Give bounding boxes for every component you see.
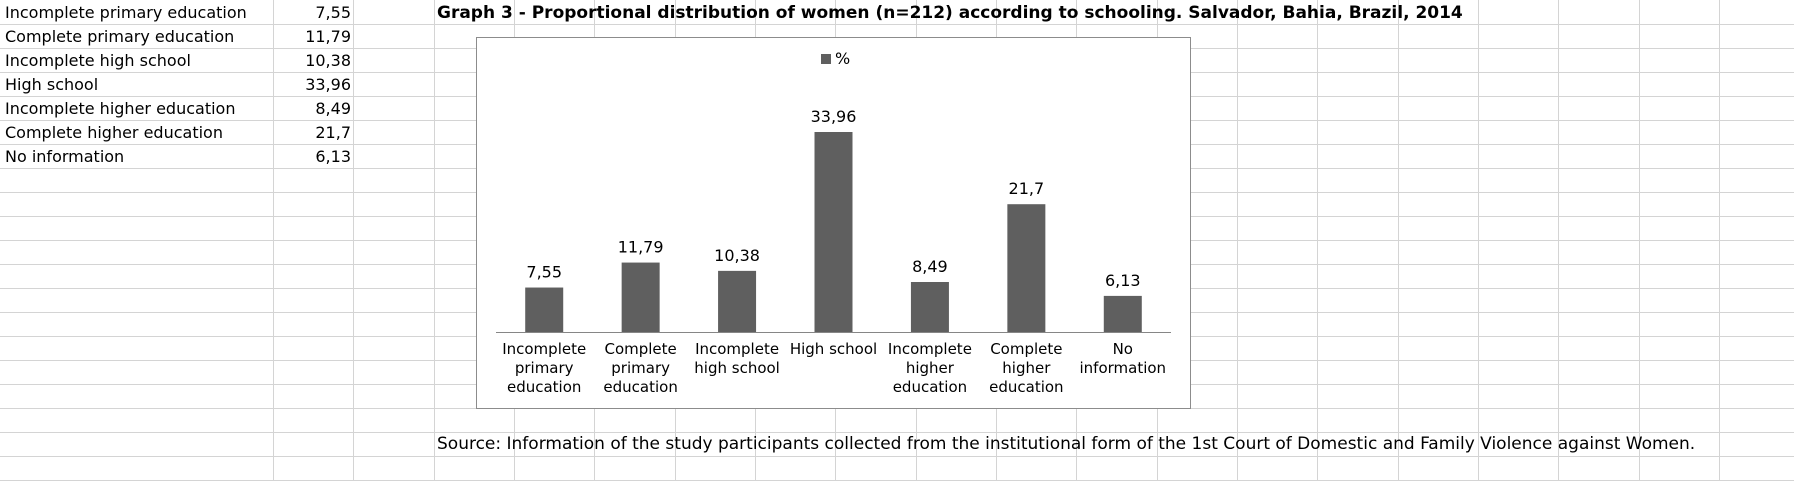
bar xyxy=(1103,295,1142,332)
bar xyxy=(718,270,757,332)
table-row-value[interactable]: 21,7 xyxy=(315,123,351,142)
x-tick-label: primary xyxy=(611,359,670,377)
data-label: 10,38 xyxy=(714,246,760,265)
x-tick-label: High school xyxy=(790,340,877,358)
x-tick-label: Incomplete xyxy=(888,340,972,358)
chart-title: Graph 3 - Proportional distribution of w… xyxy=(437,3,1463,23)
table-row-value[interactable]: 33,96 xyxy=(305,75,351,94)
table-row-value[interactable]: 10,38 xyxy=(305,51,351,70)
x-tick-label: Incomplete xyxy=(695,340,779,358)
x-tick-label: primary xyxy=(515,359,574,377)
bar-chart: %7,55Incompleteprimaryeducation11,79Comp… xyxy=(496,49,1171,396)
data-label: 8,49 xyxy=(912,257,948,276)
x-tick-label: higher xyxy=(906,359,955,377)
table-row-value[interactable]: 7,55 xyxy=(315,3,351,22)
x-tick-label: high school xyxy=(694,359,780,377)
x-tick-label: education xyxy=(893,378,967,396)
bar xyxy=(621,262,660,332)
chart-area[interactable]: % 7,55 Incomplete primary education 11,79 Comp… xyxy=(476,37,1191,409)
x-tick-label: education xyxy=(507,378,581,396)
bar xyxy=(910,282,949,332)
data-label: 6,13 xyxy=(1105,271,1141,290)
x-tick-label: education xyxy=(603,378,677,396)
table-row-label[interactable]: Incomplete high school xyxy=(5,51,191,70)
legend-swatch xyxy=(821,54,831,64)
bar xyxy=(814,132,853,332)
legend-label: % xyxy=(835,49,850,68)
x-tick-label: education xyxy=(989,378,1063,396)
table-row-label[interactable]: No information xyxy=(5,147,125,166)
bar xyxy=(1007,204,1046,332)
x-tick-label: Complete xyxy=(990,340,1062,358)
table-row-label[interactable]: Complete primary education xyxy=(5,27,235,46)
x-tick-label: No xyxy=(1113,340,1133,358)
data-label: 7,55 xyxy=(526,263,562,282)
data-label: 11,79 xyxy=(618,238,664,257)
x-tick-label: Incomplete xyxy=(502,340,586,358)
table-row-value[interactable]: 8,49 xyxy=(315,99,351,118)
table-row-value[interactable]: 11,79 xyxy=(305,27,351,46)
table-row-label[interactable]: Incomplete primary education xyxy=(5,3,247,22)
table-row-label[interactable]: Incomplete higher education xyxy=(5,99,236,118)
data-label: 33,96 xyxy=(811,107,857,126)
table-row-label[interactable]: Complete higher education xyxy=(5,123,223,142)
table-row-label[interactable]: High school xyxy=(5,75,99,94)
data-label: 21,7 xyxy=(1009,179,1045,198)
x-tick-label: information xyxy=(1079,359,1166,377)
bar xyxy=(525,287,564,332)
source-note: Source: Information of the study partici… xyxy=(437,434,1696,454)
table-row-value[interactable]: 6,13 xyxy=(315,147,351,166)
x-tick-label: Complete xyxy=(604,340,676,358)
x-tick-label: higher xyxy=(1002,359,1051,377)
